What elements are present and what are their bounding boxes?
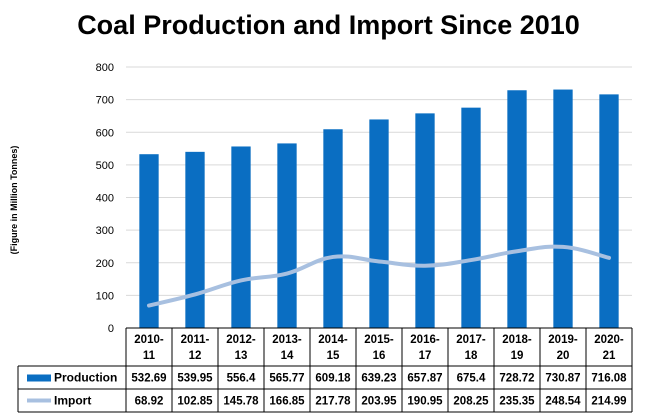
bar-production <box>599 94 619 328</box>
x-tick-label: 2014- <box>318 334 348 346</box>
bar-production <box>139 154 159 328</box>
x-tick-label: 14 <box>281 350 294 362</box>
legend-key-production <box>27 374 51 382</box>
bar-production <box>231 146 251 328</box>
data-label-production: 556.4 <box>227 373 256 385</box>
data-label-production: 565.77 <box>269 373 304 385</box>
x-tick-label: 2013- <box>272 334 302 346</box>
bar-production <box>277 143 297 328</box>
data-label-import: 217.78 <box>315 396 351 408</box>
data-label-import: 145.78 <box>223 396 259 408</box>
bar-production <box>369 119 389 329</box>
data-label-production: 730.87 <box>545 373 580 385</box>
x-tick-label: 2010- <box>134 334 164 346</box>
x-tick-label: 11 <box>143 350 156 362</box>
x-tick-label: 2019- <box>548 334 578 346</box>
x-tick-label: 20 <box>557 350 570 362</box>
data-label-production: 532.69 <box>131 373 166 385</box>
x-tick-label: 16 <box>373 350 386 362</box>
data-label-production: 716.08 <box>591 373 627 385</box>
x-tick-label: 17 <box>419 350 432 362</box>
x-tick-label: 2018- <box>502 334 532 346</box>
x-tick-label: 2020- <box>594 334 624 346</box>
data-label-import: 203.95 <box>361 396 397 408</box>
y-tick-label: 300 <box>96 225 114 237</box>
x-tick-label: 2011- <box>181 334 210 346</box>
data-label-production: 657.87 <box>407 373 442 385</box>
y-tick-label: 700 <box>96 95 114 107</box>
bar-production <box>553 89 573 328</box>
chart-title: Coal Production and Import Since 2010 <box>77 10 580 40</box>
bar-production <box>323 129 343 328</box>
x-tick-label: 13 <box>235 350 248 362</box>
data-label-production: 609.18 <box>315 373 351 385</box>
data-label-import: 102.85 <box>177 396 213 408</box>
data-label-production: 639.23 <box>361 373 396 385</box>
x-tick-label: 2017- <box>456 334 486 346</box>
data-label-import: 214.99 <box>591 396 626 408</box>
data-label-import: 248.54 <box>545 396 581 408</box>
y-tick-label: 0 <box>108 323 114 335</box>
x-tick-label: 19 <box>511 350 524 362</box>
y-tick-label: 100 <box>96 290 114 302</box>
data-label-import: 68.92 <box>135 396 164 408</box>
bar-production <box>507 90 527 328</box>
bar-production <box>461 107 481 328</box>
x-tick-label: 18 <box>465 350 478 362</box>
data-label-import: 190.95 <box>407 396 443 408</box>
x-tick-label: 21 <box>603 350 616 362</box>
data-label-production: 728.72 <box>499 373 534 385</box>
y-tick-label: 400 <box>96 193 114 205</box>
data-label-import: 235.35 <box>499 396 535 408</box>
x-tick-label: 2016- <box>410 334 440 346</box>
y-tick-label: 200 <box>96 258 114 270</box>
x-tick-label: 2012- <box>226 334 256 346</box>
bar-production <box>415 113 435 329</box>
x-tick-label: 15 <box>327 350 340 362</box>
data-label-production: 675.4 <box>457 373 486 385</box>
legend-label-production: Production <box>54 371 117 385</box>
x-tick-label: 2015- <box>364 334 394 346</box>
legend-label-import: Import <box>54 394 91 408</box>
bar-production <box>185 151 205 328</box>
data-label-import: 166.85 <box>269 396 305 408</box>
y-tick-label: 500 <box>96 160 114 172</box>
y-tick-label: 800 <box>96 62 114 74</box>
y-tick-label: 600 <box>96 127 114 139</box>
data-label-import: 208.25 <box>453 396 489 408</box>
x-tick-label: 12 <box>189 350 202 362</box>
data-label-production: 539.95 <box>177 373 213 385</box>
